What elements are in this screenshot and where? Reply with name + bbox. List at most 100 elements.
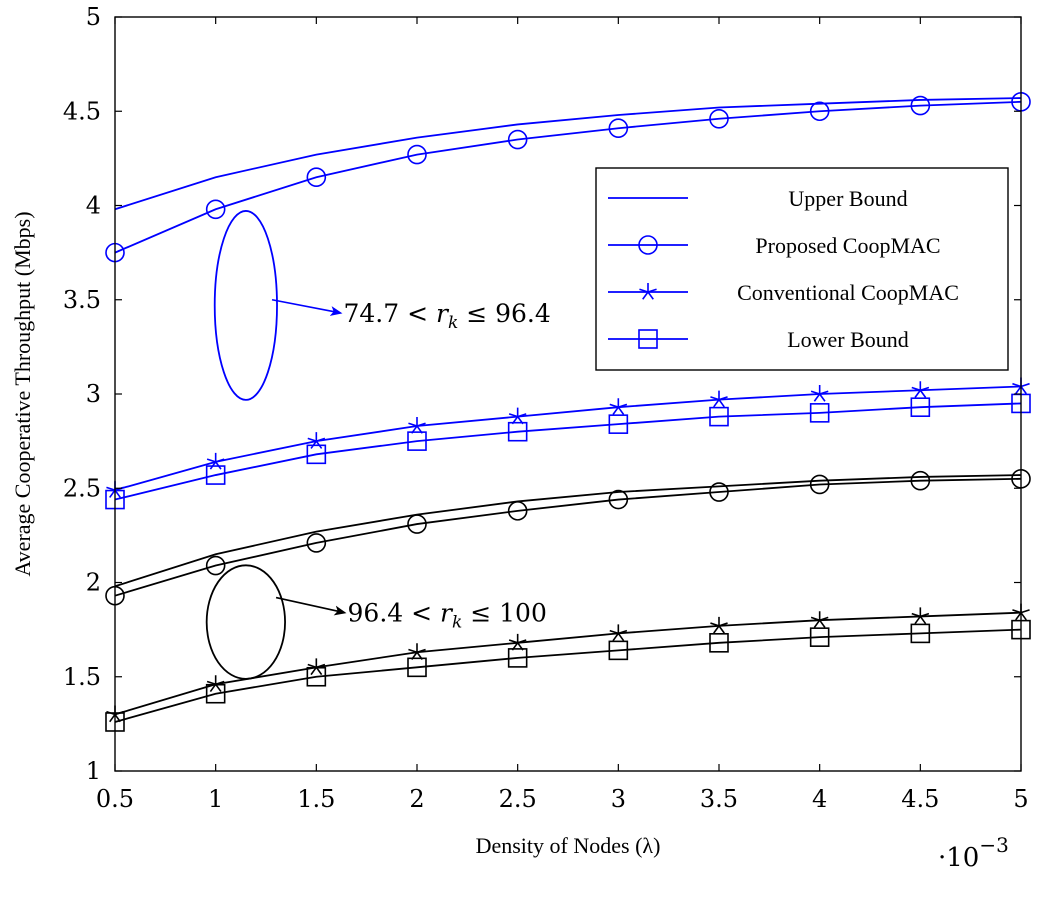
data-point (911, 607, 930, 625)
x-tick-label: 0.5 (96, 785, 134, 813)
data-point (306, 666, 327, 687)
data-point (710, 390, 728, 408)
y-tick-label: 4 (86, 192, 101, 220)
legend-marker (639, 283, 657, 300)
data-point (205, 555, 226, 576)
y-tick-label: 1 (86, 757, 101, 785)
x-tick-label: 4.5 (901, 785, 939, 813)
plot-frame (114, 16, 1022, 772)
y-axis-label: Average Cooperative Throughput (Mbps) (10, 211, 35, 576)
legend-label: Lower Bound (787, 327, 909, 352)
data-point (609, 398, 628, 415)
annotation-ellipse (213, 210, 278, 401)
y-tick-label: 1.5 (63, 663, 101, 691)
series-black-line (114, 474, 1022, 588)
series-line (114, 628, 1022, 723)
data-point (709, 633, 729, 653)
data-point (306, 167, 327, 188)
plot-series (105, 92, 1031, 732)
y-tick-label: 2.5 (63, 474, 101, 502)
data-point (911, 381, 930, 398)
annotation-label: 96.4 < rk ≤ 100 (348, 599, 547, 633)
series-line (114, 385, 1022, 491)
x-tick-label: 3.5 (700, 785, 738, 813)
legend-entry: Lower Bound (608, 327, 909, 352)
x-tick-label: 2.5 (499, 785, 537, 813)
data-point (910, 623, 931, 644)
legend-marker (638, 235, 658, 255)
legend-label: Upper Bound (788, 186, 907, 211)
axis-labels: Density of Nodes (λ) Average Cooperative … (10, 211, 1009, 873)
data-point (910, 470, 931, 491)
x-tick-label: 1 (208, 785, 223, 813)
data-point (508, 633, 527, 651)
data-point (507, 501, 528, 521)
axes: 0.5 1 1.5 2 2.5 3 3.5 4 4.5 511.522.533.544.55 (63, 3, 1029, 813)
data-point (710, 616, 728, 634)
series-blue-line (114, 97, 1022, 211)
y-tick-label: 5 (86, 3, 101, 31)
legend-entry: Upper Bound (608, 186, 908, 211)
annotation-arrow (271, 298, 343, 316)
legend-entry: Proposed CoopMAC (608, 233, 941, 258)
data-point (205, 465, 226, 485)
y-tick-label: 3 (86, 380, 101, 408)
annotation-label: 74.7 < rk ≤ 96.4 (343, 299, 550, 333)
data-point (809, 627, 830, 647)
series-line (114, 402, 1022, 501)
series-black-circle (105, 469, 1031, 606)
y-tick-label: 2 (86, 569, 101, 597)
series-blue-star (106, 377, 1030, 498)
x-tick-label: 5 (1013, 785, 1028, 813)
x-axis-multiplier: ·10−3 (938, 833, 1009, 873)
annotation-1: 74.7 < rk ≤ 96.4 (213, 210, 551, 401)
data-point (205, 199, 226, 220)
data-point (608, 118, 629, 139)
series-black-star (106, 603, 1030, 723)
x-tick-label: 1.5 (297, 785, 335, 813)
data-point (507, 129, 528, 150)
data-point (507, 648, 528, 668)
x-tick-label: 2 (409, 785, 424, 813)
data-point (205, 683, 226, 704)
legend-label: Conventional CoopMAC (737, 280, 959, 305)
annotation-2: 96.4 < rk ≤ 100 (205, 564, 547, 680)
data-point (306, 533, 327, 553)
data-point (206, 675, 225, 693)
data-point (407, 514, 427, 534)
data-point (809, 101, 830, 122)
data-point (307, 658, 326, 676)
data-point (508, 407, 527, 425)
data-point (407, 657, 427, 678)
data-point (609, 624, 628, 642)
annotations: 74.7 < rk ≤ 96.4 96.4 < rk ≤ 100 (205, 210, 551, 680)
series-blue-circle (105, 92, 1031, 263)
data-point (306, 444, 327, 465)
data-point (408, 643, 426, 661)
legend-label: Proposed CoopMAC (755, 233, 940, 258)
x-tick-label: 3 (611, 785, 626, 813)
data-point (608, 489, 629, 510)
data-point (809, 474, 830, 495)
data-point (709, 108, 729, 129)
y-tick-label: 4.5 (63, 97, 101, 125)
data-point (709, 482, 729, 502)
x-tick-label: 4 (812, 785, 827, 813)
annotation-ellipse (205, 564, 286, 680)
data-point (407, 144, 427, 165)
series-line (114, 100, 1022, 254)
data-point (407, 431, 427, 451)
data-point (910, 397, 931, 417)
data-point (608, 640, 629, 661)
series-line (114, 474, 1022, 588)
series-line (114, 97, 1022, 211)
data-point (408, 417, 426, 434)
series-line (114, 611, 1022, 716)
series-black-square (105, 619, 1031, 732)
y-tick-label: 3.5 (63, 286, 101, 314)
legend: Upper Bound Proposed CoopMAC Conventional … (595, 167, 1009, 371)
data-point (507, 421, 528, 442)
data-point (608, 414, 629, 434)
annotation-arrow (275, 596, 347, 616)
